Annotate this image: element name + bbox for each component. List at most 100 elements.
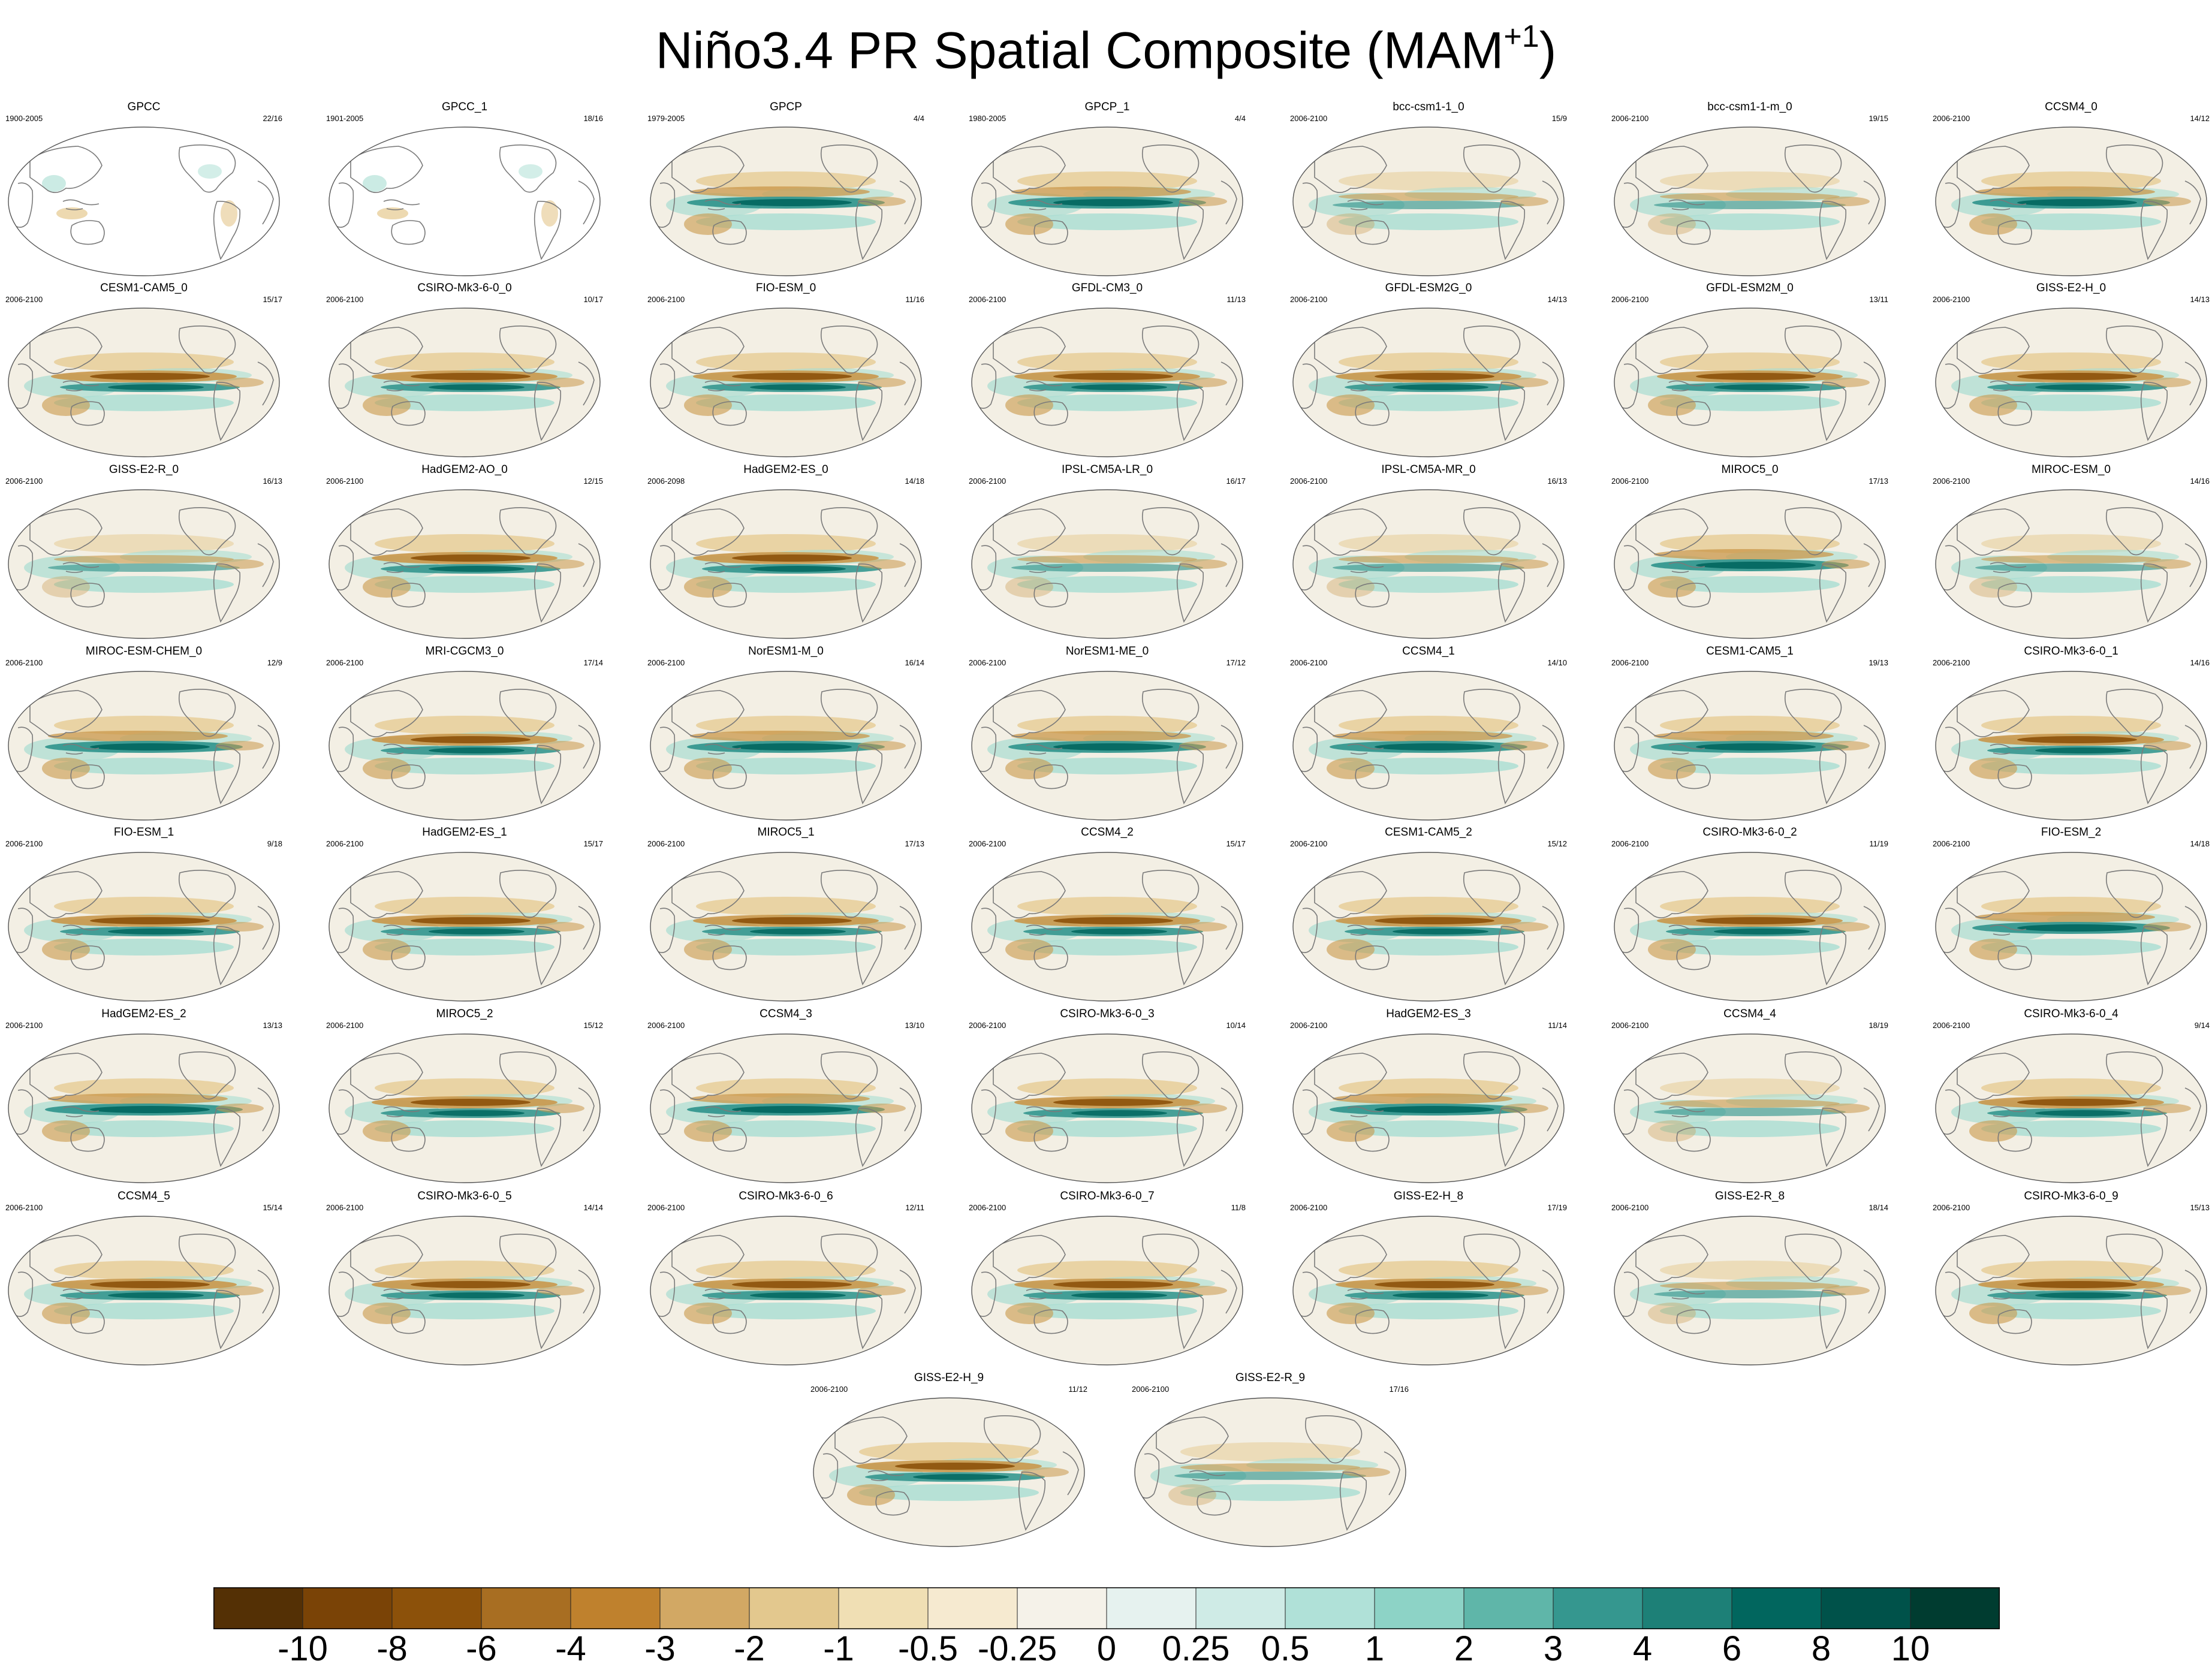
precip-anomaly-map — [329, 852, 601, 1002]
anomaly-equatorial-core — [732, 743, 852, 750]
australia-coastline — [712, 764, 747, 789]
panel-period: 2006-2100 — [1611, 1021, 1649, 1030]
south-america-coastline — [213, 926, 241, 985]
anomaly-atlantic — [1500, 378, 1548, 387]
north-america-coastline — [1141, 1234, 1200, 1282]
australia-coastline — [1033, 764, 1068, 789]
asia-coastline — [1635, 690, 1708, 737]
anomaly-band-north — [1339, 716, 1518, 735]
map-border — [1935, 126, 2207, 276]
south-america-coastline — [1497, 744, 1526, 804]
panel-event-count: 19/13 — [1869, 658, 1888, 667]
australia-coastline — [1033, 1309, 1068, 1334]
map-border — [329, 308, 601, 457]
panel-event-count: 15/14 — [263, 1203, 282, 1212]
panel-event-count: 18/16 — [583, 114, 603, 123]
north-america-coastline — [1784, 325, 1842, 374]
colorbar-tick-label: -2 — [734, 1629, 765, 1668]
anomaly-equatorial-dry — [48, 1093, 228, 1104]
south-america-coastline — [213, 381, 241, 441]
panel-period: 2006-2100 — [969, 839, 1006, 848]
panel-title: MIROC5_1 — [757, 826, 815, 839]
colorbar-swatch — [391, 1587, 482, 1629]
panel-period: 2006-2100 — [1132, 1385, 1170, 1394]
colorbar-swatch — [302, 1587, 393, 1629]
map-border — [1614, 489, 1886, 639]
anomaly-band-south — [54, 939, 234, 955]
maritime-continent-coastline — [1990, 1288, 2027, 1300]
precip-anomaly-map — [1292, 671, 1565, 821]
anomaly-atlantic — [2143, 1104, 2191, 1113]
colorbar-tick-label: 0.5 — [1261, 1629, 1310, 1668]
south-america-coastline — [534, 381, 562, 441]
north-america-coastline — [178, 325, 236, 374]
panel-period: 1900-2005 — [5, 114, 43, 123]
anomaly-equatorial-wet-core — [108, 384, 204, 390]
anomaly-australia — [1005, 213, 1053, 235]
australia-coastline — [1033, 583, 1068, 608]
precip-anomaly-map — [971, 852, 1243, 1002]
panel-title: CCSM4_5 — [117, 1190, 170, 1202]
south-america-coastline — [213, 200, 241, 260]
map-panel: MIROC5_0 2006-2100 17/13 — [1609, 463, 1891, 643]
colorbar-swatch — [481, 1587, 571, 1629]
panel-period: 2006-2100 — [1611, 114, 1649, 123]
anomaly-band-north — [696, 352, 876, 372]
asia-coastline — [993, 690, 1066, 737]
colorbar-swatch — [1463, 1587, 1554, 1629]
map-border — [1292, 126, 1565, 276]
africa-east-coastline — [1863, 543, 1880, 587]
map-panel: MRI-CGCM3_0 2006-2100 17/14 — [324, 645, 605, 825]
panel-period: 2006-2100 — [326, 477, 364, 486]
map-border — [8, 1033, 280, 1183]
maritime-continent-coastline — [1668, 562, 1705, 573]
maritime-continent-coastline — [1026, 199, 1063, 210]
anomaly-equatorial-core — [1375, 1281, 1494, 1288]
anomaly-atlantic — [537, 378, 584, 387]
anomaly-australia — [363, 1120, 411, 1142]
map-panel: GISS-E2-H_0 2006-2100 14/13 — [1930, 282, 2212, 462]
australia-coastline — [712, 401, 747, 426]
maritime-continent-coastline — [1990, 562, 2027, 573]
anomaly-equatorial-core — [90, 373, 210, 380]
map-panel: GPCP_1 1980-2005 4/4 — [966, 101, 1248, 281]
south-america-coastline — [855, 200, 883, 260]
map-border — [1935, 1033, 2207, 1183]
anomaly-equatorial-dry — [1660, 1099, 1840, 1108]
africa-east-coastline — [1220, 1270, 1237, 1314]
australia-coastline — [391, 401, 426, 426]
colorbar-swatch — [927, 1587, 1018, 1629]
anomaly-band-south — [375, 939, 554, 955]
north-america-coastline — [820, 144, 878, 193]
map-panel: MIROC-ESM-CHEM_0 2006-2100 12/9 — [3, 645, 285, 825]
anomaly-atlantic — [2143, 197, 2191, 206]
map-border — [650, 1216, 922, 1365]
africa-coastline — [334, 182, 354, 228]
anomaly-equatorial-dry — [1011, 731, 1191, 741]
anomaly-australia — [684, 576, 732, 598]
panel-event-count: 15/13 — [2190, 1203, 2210, 1212]
anomaly-atlantic — [1179, 741, 1227, 750]
anomaly-atlantic — [1342, 1467, 1390, 1477]
anomaly-equatorial-wet-core — [750, 566, 846, 572]
map-border — [1935, 1216, 2207, 1365]
anomaly-equatorial-dry — [1011, 186, 1191, 197]
panel-period: 2006-2100 — [5, 658, 43, 667]
anomaly-equatorial-wet-core — [429, 1110, 525, 1116]
south-america-coastline — [1497, 926, 1526, 985]
panel-period: 2006-2100 — [1933, 114, 1970, 123]
panel-event-count: 11/16 — [905, 295, 924, 304]
anomaly-band-north — [1180, 1442, 1360, 1461]
panel-title: CSIRO-Mk3-6-0_7 — [1060, 1190, 1155, 1202]
panel-title: GISS-E2-H_9 — [914, 1371, 984, 1384]
africa-east-coastline — [578, 725, 595, 769]
africa-coastline — [1298, 727, 1318, 772]
precip-anomaly-map — [971, 671, 1243, 821]
anomaly-atlantic — [1822, 197, 1870, 206]
anomaly-australia — [1648, 394, 1696, 416]
anomaly-band-south — [1017, 1120, 1197, 1137]
australia-coastline — [391, 583, 426, 608]
anomaly-australia — [1168, 1484, 1216, 1506]
south-america-coastline — [1497, 381, 1526, 441]
africa-coastline — [334, 363, 354, 409]
